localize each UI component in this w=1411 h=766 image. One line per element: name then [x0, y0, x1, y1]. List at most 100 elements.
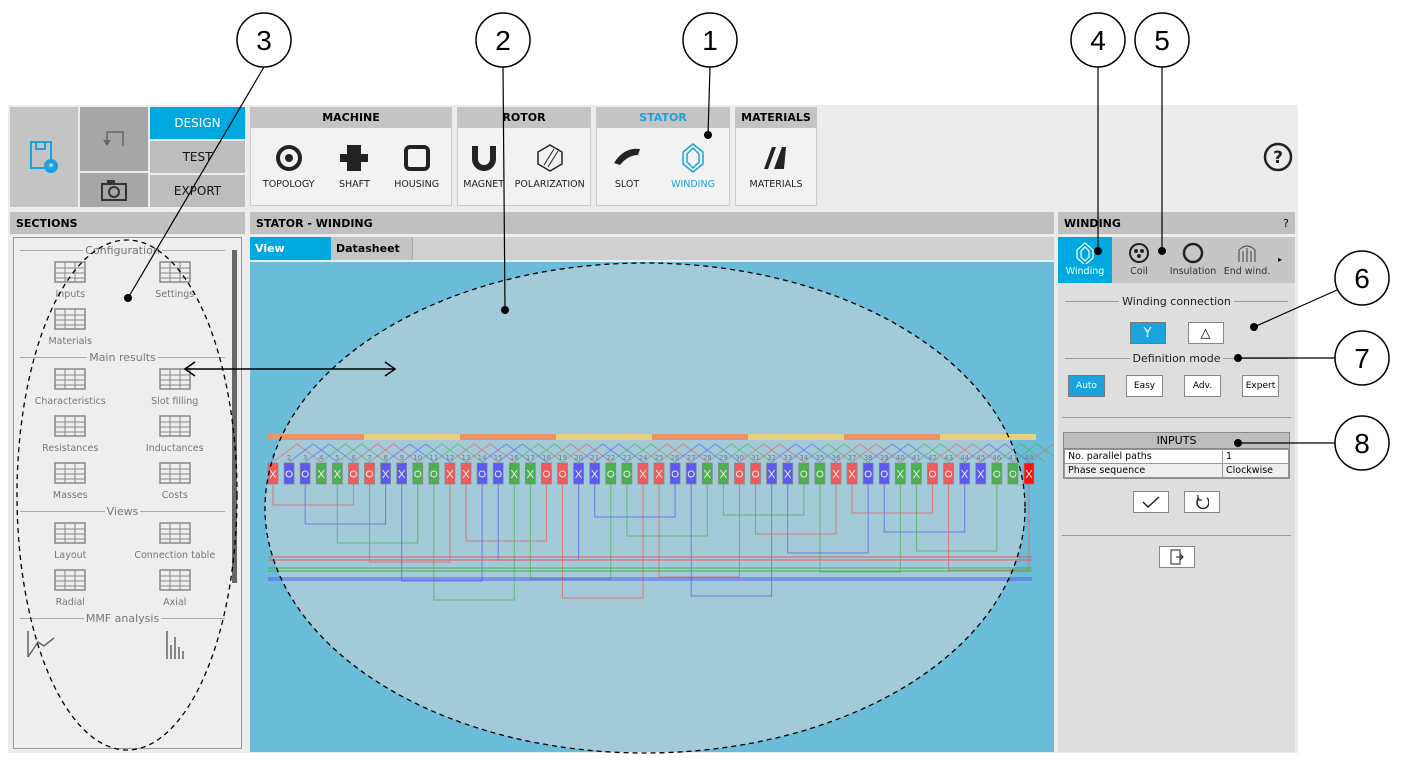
tool-label: SHAFT [338, 179, 370, 190]
slot-number: 24 [638, 454, 647, 462]
section-item-connection-table[interactable]: Connection table [123, 522, 228, 561]
mode-export[interactable]: EXPORT [150, 175, 245, 207]
section-item-label: Settings [155, 289, 195, 300]
mode-expert[interactable]: Expert [1242, 375, 1279, 397]
tabs-more-arrow[interactable]: ▸ [1278, 255, 1283, 264]
tab-view[interactable]: View [250, 237, 331, 260]
slot-7 [364, 462, 375, 485]
slot-number: 20 [574, 454, 583, 462]
inputs-title: INPUTS [1064, 433, 1289, 449]
inputs-table: INPUTS No. parallel paths 1 Phase sequence… [1063, 432, 1290, 479]
section-item-axial[interactable]: Axial [123, 569, 228, 608]
slot-number: 47 [1008, 454, 1017, 462]
tab-winding[interactable]: Winding [1058, 237, 1112, 283]
table-icon [159, 569, 191, 594]
slot-icon [614, 148, 641, 165]
mmf-harmonics-icon [123, 629, 228, 663]
table-icon [54, 261, 86, 286]
slot-cross-mark [1025, 469, 1033, 479]
tool-slot[interactable]: SLOT [611, 143, 643, 190]
section-item-characteristics[interactable]: Characteristics [18, 368, 123, 407]
tool-label: MAGNET [463, 179, 505, 190]
tool-shaft[interactable]: SHAFT [338, 143, 370, 190]
tool-label: HOUSING [394, 179, 440, 190]
group-machine: MACHINE TOPOLOGY SHAFT HOUSING [250, 107, 452, 206]
mode-auto[interactable]: Auto [1068, 375, 1105, 397]
pole-bar [940, 434, 1036, 440]
section-item-resistances[interactable]: Resistances [18, 415, 123, 454]
reset-button[interactable] [1184, 491, 1220, 513]
save-button[interactable]: * [10, 107, 78, 207]
section-item-materials[interactable]: Materials [18, 308, 123, 347]
input-value[interactable]: Clockwise [1222, 463, 1289, 478]
slot-number: 5 [335, 454, 339, 462]
callout-circle [475, 12, 531, 68]
magnet-icon [471, 146, 496, 171]
section-item-inputs[interactable]: Inputs [18, 261, 123, 300]
section-item-label: Layout [54, 550, 87, 561]
slot-38 [862, 462, 874, 485]
callout-number: 6 [1354, 263, 1370, 294]
input-row: Phase sequence Clockwise [1064, 463, 1289, 478]
section-item-masses[interactable]: Masses [18, 462, 123, 501]
callout-number: 3 [256, 25, 272, 56]
pole-bar [652, 434, 748, 440]
input-value[interactable]: 1 [1222, 449, 1289, 464]
table-icon [54, 308, 86, 333]
slot-number: 14 [478, 454, 487, 462]
callout-number: 2 [495, 25, 511, 56]
winding-diagram[interactable]: 1 2 3 4 5 6 7 8 9 10 11 12 13 14 15 16 17 18 19 20 21 22 23 24 2… [250, 262, 1054, 752]
section-item-radial[interactable]: Radial [18, 569, 123, 608]
tool-topology[interactable]: TOPOLOGY [263, 143, 315, 190]
slot-number: 46 [992, 454, 1001, 462]
topology-icon [275, 145, 302, 171]
tool-housing[interactable]: HOUSING [394, 143, 439, 190]
tool-materials[interactable]: MATERIALS [750, 143, 803, 190]
input-label: No. parallel paths [1064, 449, 1223, 464]
panel-help-button[interactable]: ? [1283, 216, 1289, 230]
screenshot-button[interactable] [80, 173, 148, 207]
slot-number: 45 [976, 454, 985, 462]
tool-label: POLARIZATION [514, 179, 585, 190]
pole-bar [844, 434, 940, 440]
tab-label: Insulation [1169, 266, 1217, 277]
tab-datasheet[interactable]: Datasheet [331, 237, 413, 260]
polarization-icon [536, 144, 563, 172]
tab-coil[interactable]: Coil [1112, 237, 1166, 283]
shaft-icon [340, 145, 369, 171]
slot-number: 21 [590, 454, 599, 462]
slot-43 [943, 462, 954, 485]
tool-magnet[interactable]: MAGNET [463, 143, 504, 190]
mode-test[interactable]: TEST [150, 141, 245, 173]
section-item-label: Inductances [145, 443, 204, 454]
section-item-settings[interactable]: Settings [123, 261, 228, 300]
coil-icon [1129, 243, 1149, 263]
tool-winding[interactable]: WINDING [671, 143, 715, 190]
apply-button[interactable] [1133, 491, 1169, 513]
slot-number: 38 [864, 454, 873, 462]
section-item-costs[interactable]: Costs [123, 462, 228, 501]
save-icon: * [30, 141, 58, 173]
section-item-inductances[interactable]: Inductances [123, 415, 228, 454]
tool-polarization[interactable]: POLARIZATION [515, 143, 585, 190]
highlight-region [265, 263, 1025, 752]
mode-adv[interactable]: Adv. [1184, 375, 1221, 397]
tool-label: TOPOLOGY [262, 179, 315, 190]
export-button[interactable] [1158, 546, 1195, 568]
section-item-layout[interactable]: Layout [18, 522, 123, 561]
slot-number: 22 [606, 454, 615, 462]
wye-connection-button[interactable]: Y [1129, 322, 1166, 344]
tab-endwind[interactable]: End wind. [1220, 237, 1274, 283]
table-icon [159, 522, 191, 547]
mode-design[interactable]: DESIGN [150, 107, 245, 139]
sections-scrollbar[interactable] [232, 250, 237, 583]
delta-connection-button[interactable]: △ [1187, 322, 1224, 344]
section-item-slot-filling[interactable]: Slot filling [123, 368, 228, 407]
mode-easy[interactable]: Easy [1126, 375, 1163, 397]
slot-number: 17 [526, 454, 535, 462]
tab-insulation[interactable]: Insulation [1166, 237, 1220, 283]
group-title: MATERIALS [735, 107, 817, 128]
undo-button[interactable] [80, 107, 148, 171]
help-icon[interactable]: ? [1263, 142, 1293, 172]
callout-number: 8 [1354, 428, 1370, 459]
